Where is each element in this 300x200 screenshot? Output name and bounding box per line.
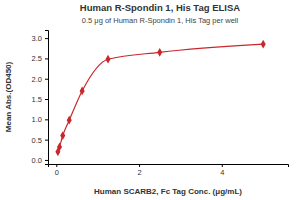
point [67,116,72,125]
y-axis-line [45,31,49,165]
y-tick: 2.0 [32,75,48,84]
x-tick-label: 2 [137,168,141,177]
y-tick-label: 2.5 [32,54,42,63]
x-tick: 4 [220,164,224,177]
point [80,87,85,96]
y-tick-label: 1.0 [32,115,42,124]
y-tick-mark [45,99,48,100]
point [60,131,65,140]
point [157,48,162,57]
y-tick-mark [45,38,48,39]
chart: 0 2 4 0.0 0.5 1.0 1.5 2.0 2.5 3.0 Human R-Spondin … [0,0,300,200]
x-tick-mark [222,164,223,167]
x-tick: 0 [55,164,59,177]
x-tick: 2 [137,164,141,177]
point [261,40,266,49]
y-tick-label: 0.0 [32,156,42,165]
y-tick: 3.0 [32,34,48,43]
point [105,55,110,64]
x-axis-line [49,165,289,168]
y-tick: 1.0 [32,115,48,124]
curve [58,44,263,152]
x-axis-title: Human SCARB2, Fc Tag Conc. (μg/mL) [94,187,242,196]
y-tick-mark [45,160,48,161]
y-tick: 1.5 [32,95,48,104]
y-axis-title: Mean Abs.(OD450) [4,61,13,132]
y-tick: 0.0 [32,156,48,165]
y-tick-mark [45,79,48,80]
y-tick-mark [45,140,48,141]
y-tick-mark [45,58,48,59]
x-axis: 0 2 4 [49,164,289,177]
y-tick-label: 2.0 [32,75,42,84]
y-tick-label: 3.0 [32,34,42,43]
x-tick-label: 4 [220,168,224,177]
point [57,143,62,152]
data-layer [55,40,265,156]
y-tick: 2.5 [32,54,48,63]
title: Human R-Spondin 1, His Tag ELISA [80,2,240,13]
y-tick-label: 0.5 [32,136,42,145]
subtitle: 0.5 μg of Human R-Spondin 1, His Tag per… [82,16,239,25]
y-tick-mark [45,119,48,120]
y-tick-label: 1.5 [32,95,42,104]
x-tick-mark [56,164,57,167]
x-tick-label: 0 [55,168,59,177]
x-tick-mark [139,164,140,167]
plot: 0 2 4 0.0 0.5 1.0 1.5 2.0 2.5 3.0 [32,31,289,178]
y-tick: 0.5 [32,136,48,145]
y-axis: 0.0 0.5 1.0 1.5 2.0 2.5 3.0 [32,31,49,165]
